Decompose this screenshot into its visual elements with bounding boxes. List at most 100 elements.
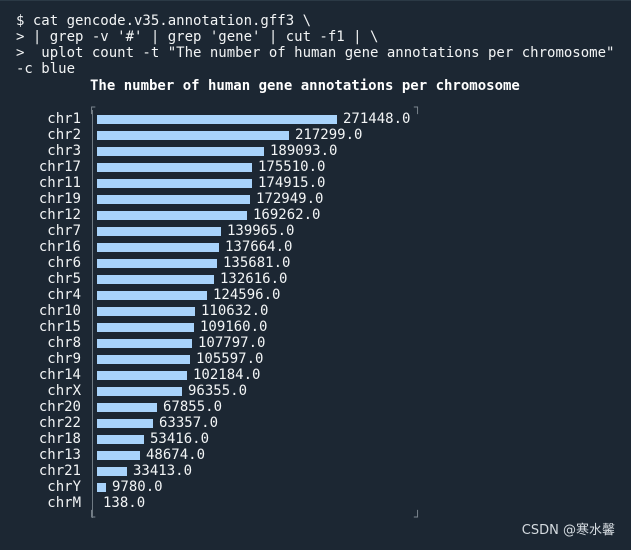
category-label: chr16 bbox=[38, 239, 81, 255]
bar-row: chr2 217299.0 bbox=[0, 127, 631, 143]
bar bbox=[97, 195, 250, 204]
frame-corner-bottom-right: ┘ bbox=[414, 510, 422, 524]
category-label: chrX bbox=[47, 383, 81, 399]
bar-value-label: 48674.0 bbox=[146, 447, 206, 463]
bar-row: chr18 53416.0 bbox=[0, 431, 631, 447]
command-line: > uplot count -t "The number of human ge… bbox=[16, 45, 615, 61]
category-label: chr12 bbox=[38, 207, 81, 223]
bar-value-label: 105597.0 bbox=[196, 351, 264, 367]
category-label: chr18 bbox=[38, 431, 81, 447]
bar-row: chr11 174915.0 bbox=[0, 175, 631, 191]
bar bbox=[97, 307, 195, 316]
bar bbox=[97, 339, 192, 348]
frame-corner-top-left: ┌ bbox=[88, 100, 96, 114]
bar-value-label: 175510.0 bbox=[258, 159, 326, 175]
bar bbox=[97, 179, 252, 188]
bar-row: chr22 63357.0 bbox=[0, 415, 631, 431]
bar-row: chr15 109160.0 bbox=[0, 319, 631, 335]
bar bbox=[97, 371, 187, 380]
category-label: chr4 bbox=[47, 287, 81, 303]
bar bbox=[97, 323, 194, 332]
category-label: chr7 bbox=[47, 223, 81, 239]
category-label: chr13 bbox=[38, 447, 81, 463]
bar-value-label: 63357.0 bbox=[159, 415, 219, 431]
bar-value-label: 110632.0 bbox=[201, 303, 269, 319]
bar-value-label: 137664.0 bbox=[225, 239, 293, 255]
bar-row: chr7 139965.0 bbox=[0, 223, 631, 239]
frame-corner-bottom-left: └ bbox=[88, 511, 95, 523]
bar-row: chr21 33413.0 bbox=[0, 463, 631, 479]
bar-row: chr8 107797.0 bbox=[0, 335, 631, 351]
category-label: chrM bbox=[47, 495, 81, 511]
bar-value-label: 135681.0 bbox=[223, 255, 291, 271]
bar-row: chr14 102184.0 bbox=[0, 367, 631, 383]
bar-value-label: 172949.0 bbox=[256, 191, 324, 207]
bar-row: chr19 172949.0 bbox=[0, 191, 631, 207]
bar bbox=[97, 467, 127, 476]
command-line: > | grep -v '#' | grep 'gene' | cut -f1 … bbox=[16, 29, 379, 45]
watermark: CSDN @寒水馨 bbox=[521, 523, 615, 538]
bar-value-label: 124596.0 bbox=[213, 287, 281, 303]
bar-value-label: 109160.0 bbox=[200, 319, 268, 335]
category-label: chr14 bbox=[38, 367, 81, 383]
bar-value-label: 33413.0 bbox=[133, 463, 193, 479]
bar-value-label: 67855.0 bbox=[163, 399, 223, 415]
bar bbox=[97, 131, 289, 140]
category-label: chr10 bbox=[38, 303, 81, 319]
bar-value-label: 53416.0 bbox=[150, 431, 210, 447]
bar-value-label: 217299.0 bbox=[295, 127, 363, 143]
category-label: chr8 bbox=[47, 335, 81, 351]
bar bbox=[97, 147, 264, 156]
bar-row: chr16 137664.0 bbox=[0, 239, 631, 255]
bar bbox=[97, 163, 252, 172]
bar-value-label: 132616.0 bbox=[220, 271, 288, 287]
bar-row: chr5 132616.0 bbox=[0, 271, 631, 287]
category-label: chr15 bbox=[38, 319, 81, 335]
category-label: chr9 bbox=[47, 351, 81, 367]
bar bbox=[97, 259, 217, 268]
category-label: chr21 bbox=[38, 463, 81, 479]
bar bbox=[97, 291, 207, 300]
category-label: chr20 bbox=[38, 399, 81, 415]
bar bbox=[97, 387, 182, 396]
bar bbox=[97, 483, 106, 492]
bar-row: chr17 175510.0 bbox=[0, 159, 631, 175]
bar-row: chrM 138.0 bbox=[0, 495, 631, 511]
bar-value-label: 138.0 bbox=[103, 495, 146, 511]
bar bbox=[97, 419, 153, 428]
bar-row: chrX 96355.0 bbox=[0, 383, 631, 399]
bar bbox=[97, 211, 247, 220]
category-label: chr17 bbox=[38, 159, 81, 175]
bar bbox=[97, 403, 157, 412]
bar bbox=[97, 355, 190, 364]
bar-value-label: 139965.0 bbox=[227, 223, 295, 239]
bar-value-label: 189093.0 bbox=[270, 143, 338, 159]
bar-value-label: 174915.0 bbox=[258, 175, 326, 191]
bar-row: chr12 169262.0 bbox=[0, 207, 631, 223]
bar-value-label: 169262.0 bbox=[253, 207, 321, 223]
bar bbox=[97, 227, 221, 236]
bar-row: chr10 110632.0 bbox=[0, 303, 631, 319]
bar-row: chr20 67855.0 bbox=[0, 399, 631, 415]
chart-axis-line bbox=[92, 110, 93, 518]
bar-row: chrY 9780.0 bbox=[0, 479, 631, 495]
bar-value-label: 96355.0 bbox=[188, 383, 248, 399]
category-label: chr5 bbox=[47, 271, 81, 287]
category-label: chr6 bbox=[47, 255, 81, 271]
bar-row: chr3 189093.0 bbox=[0, 143, 631, 159]
bar-row: chr4 124596.0 bbox=[0, 287, 631, 303]
bar-value-label: 102184.0 bbox=[193, 367, 261, 383]
bar bbox=[97, 435, 144, 444]
frame-corner-top-right: ┐ bbox=[414, 100, 422, 114]
bar-row: chr13 48674.0 bbox=[0, 447, 631, 463]
bar-row: chr1 271448.0 bbox=[0, 111, 631, 127]
bar-value-label: 271448.0 bbox=[343, 111, 411, 127]
category-label: chr2 bbox=[47, 127, 81, 143]
bar bbox=[97, 243, 219, 252]
category-label: chr1 bbox=[47, 111, 81, 127]
category-label: chr22 bbox=[38, 415, 81, 431]
category-label: chr19 bbox=[38, 191, 81, 207]
category-label: chr3 bbox=[47, 143, 81, 159]
bar-row: chr6 135681.0 bbox=[0, 255, 631, 271]
